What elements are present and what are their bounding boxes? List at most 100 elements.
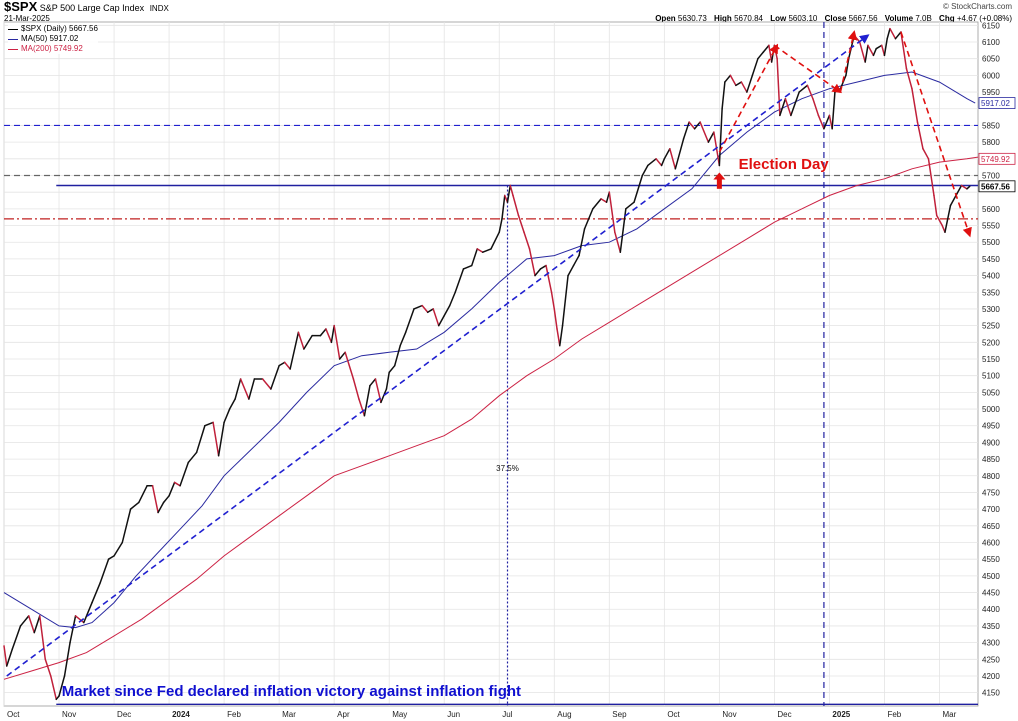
price-segment: [539, 264, 547, 270]
price-segment: [707, 131, 715, 143]
price-segment: [399, 331, 407, 347]
price-segment: [426, 308, 434, 314]
price-segment: [212, 421, 220, 457]
x-tick-label: Feb: [227, 710, 241, 719]
trend-arrow: [900, 31, 972, 238]
price-segment: [179, 461, 190, 487]
price-segment: [223, 408, 231, 424]
price-segment: [867, 44, 875, 57]
price-segment: [831, 91, 836, 130]
legend-swatch-price: [8, 28, 18, 30]
price-segment: [333, 324, 341, 360]
price-segment: [592, 198, 602, 210]
price-segment: [19, 615, 30, 627]
price-segment: [740, 81, 748, 93]
price-segment: [883, 37, 888, 57]
price-segment: [448, 291, 456, 307]
price-segment: [217, 421, 225, 457]
x-tick-label: Dec: [117, 710, 131, 719]
price-segment: [894, 31, 902, 40]
close-value: 5667.56: [848, 14, 878, 23]
price-segment: [528, 248, 536, 277]
y-tick-label: 6100: [982, 38, 1000, 47]
price-segment: [875, 44, 883, 50]
price-segment: [935, 214, 943, 227]
volume-value: 7.0B: [915, 14, 932, 23]
price-segment: [864, 44, 869, 63]
price-segment: [297, 331, 305, 350]
y-tick-label: 4950: [982, 422, 1000, 431]
price-segment: [550, 291, 556, 310]
y-tick-label: 4650: [982, 522, 1000, 531]
price-segment: [955, 184, 963, 197]
price-segment: [187, 451, 198, 464]
y-tick-label: 5100: [982, 372, 1000, 381]
low-value: 5603.10: [788, 14, 818, 23]
legend-item-ma50: MA(50) 5917.02: [8, 34, 98, 44]
price-segment: [933, 194, 938, 217]
x-tick-label: Jul: [502, 710, 512, 719]
trend-arrow: [773, 44, 842, 94]
series-line-ma50: [3, 71, 976, 629]
price-segment: [369, 378, 377, 387]
price-segment: [798, 84, 809, 93]
price-segment: [234, 378, 242, 400]
price-segment: [614, 231, 622, 253]
open-label: Open: [655, 14, 676, 23]
y-tick-label: 5700: [982, 171, 1000, 180]
price-segment: [421, 304, 429, 314]
y-tick-label: 5850: [982, 121, 1000, 130]
trend-arrow: [718, 43, 779, 153]
price-segment: [58, 675, 66, 697]
price-segment: [138, 485, 148, 504]
price-segment: [572, 254, 580, 267]
chart-annotation: 37.5%: [496, 464, 519, 473]
y-tick-label: 4600: [982, 539, 1000, 548]
value-tag-box: [978, 97, 1016, 109]
y-tick-label: 4550: [982, 555, 1000, 564]
price-segment: [534, 268, 542, 277]
y-tick-label: 5050: [982, 388, 1000, 397]
price-segment: [121, 508, 132, 544]
chart-header: $SPX S&P 500 Large Cap Index INDX: [4, 0, 169, 14]
legend-label-ma200: MA(200) 5749.92: [21, 44, 83, 53]
price-segment: [195, 424, 206, 454]
x-tick-label: 2024: [172, 710, 190, 719]
price-segment: [669, 148, 677, 170]
price-segment: [633, 174, 644, 203]
price-segment: [872, 47, 877, 57]
y-tick-label: 6150: [982, 21, 1000, 30]
election-day-arrow-head: [713, 172, 726, 180]
price-segment: [157, 501, 165, 514]
price-segment: [718, 108, 723, 167]
price-segment: [113, 541, 124, 557]
x-tick-label: May: [392, 710, 407, 719]
price-segment: [746, 74, 754, 93]
y-tick-label: 6050: [982, 55, 1000, 64]
price-segment: [83, 601, 93, 624]
price-segment: [303, 334, 313, 350]
price-segment: [858, 41, 866, 63]
price-segment: [388, 364, 396, 374]
series-line-price: [3, 27, 971, 701]
y-tick-label: 4250: [982, 655, 1000, 664]
x-tick-label: Feb: [887, 710, 901, 719]
price-segment: [916, 121, 924, 150]
close-label: Close: [824, 14, 847, 23]
price-segment: [476, 248, 484, 253]
price-segment: [812, 97, 820, 117]
price-segment: [228, 398, 236, 410]
price-segment: [960, 184, 968, 190]
index-name: S&P 500 Large Cap Index: [39, 3, 145, 13]
price-segment: [608, 191, 616, 233]
y-tick-label: 5550: [982, 222, 1000, 231]
y-tick-label: 6000: [982, 71, 1000, 80]
price-segment: [261, 378, 272, 390]
price-segment: [50, 675, 58, 701]
price-segment: [385, 371, 390, 390]
price-segment: [173, 481, 181, 487]
value-tag-label: 5667.56: [981, 182, 1010, 191]
value-tag-box: [978, 180, 1016, 193]
y-tick-label: 4150: [982, 689, 1000, 698]
